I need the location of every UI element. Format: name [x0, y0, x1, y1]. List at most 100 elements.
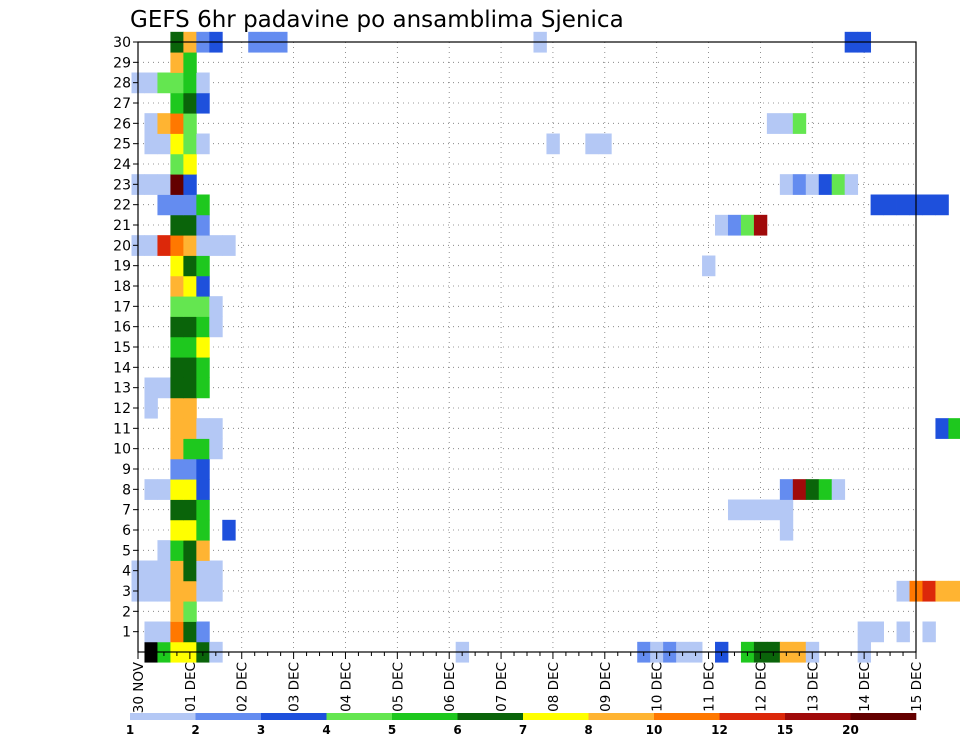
heatmap-cell: [170, 540, 184, 561]
y-tick-label: 3: [122, 584, 131, 600]
colorbar-label: 1: [126, 723, 134, 737]
heatmap-cell: [144, 377, 158, 399]
y-tick-label: 15: [113, 340, 131, 356]
chart-title: GEFS 6hr padavine po ansamblima Sjenica: [130, 7, 624, 33]
heatmap-cell: [170, 458, 184, 480]
x-tick-label: 02 DEC: [235, 662, 251, 712]
colorbar-label: 2: [191, 723, 199, 737]
x-tick-label: 09 DEC: [598, 662, 614, 712]
heatmap-cell: [157, 235, 171, 256]
heatmap-cell: [183, 92, 197, 114]
heatmap-cell: [170, 72, 184, 94]
heatmap-cell: [818, 479, 833, 500]
heatmap-cell: [779, 479, 794, 500]
heatmap-cell: [183, 560, 197, 582]
heatmap-cell: [170, 153, 184, 175]
heatmap-cell: [598, 133, 612, 155]
heatmap-cell: [170, 296, 184, 317]
heatmap-cell: [170, 397, 184, 419]
colorbar-swatch: [130, 713, 196, 720]
y-tick-label: 28: [113, 76, 131, 92]
y-tick-label: 8: [122, 482, 131, 498]
heatmap-cell: [170, 418, 184, 439]
heatmap-cell: [157, 479, 171, 500]
heatmap-cell: [196, 560, 210, 582]
heatmap-cell: [753, 499, 768, 521]
heatmap-cell: [805, 479, 820, 500]
y-tick-label: 6: [122, 523, 131, 539]
heatmap-cell: [183, 296, 197, 317]
y-tick-label: 17: [113, 299, 131, 315]
heatmap-cell: [183, 580, 197, 602]
heatmap-cell: [183, 357, 197, 378]
heatmap-cell: [170, 560, 184, 582]
colorbar-label: 5: [388, 723, 396, 737]
heatmap-cell: [196, 296, 210, 317]
heatmap-cell: [144, 397, 158, 419]
heatmap-cell: [183, 336, 197, 358]
y-tick-label: 13: [113, 381, 131, 397]
x-tick-label: 14 DEC: [857, 662, 873, 712]
heatmap-cell: [935, 194, 949, 216]
heatmap-cell: [727, 214, 742, 236]
heatmap-cell: [183, 153, 197, 175]
heatmap-cell: [144, 621, 158, 643]
heatmap-cell: [196, 336, 210, 358]
heatmap-cell: [144, 580, 158, 602]
y-tick-label: 4: [122, 564, 131, 580]
heatmap-cell: [170, 316, 184, 338]
heatmap-cell: [157, 377, 171, 399]
heatmap-cell: [196, 214, 210, 236]
heatmap-cell: [183, 397, 197, 419]
heatmap-cell: [715, 214, 729, 236]
colorbar-swatch: [785, 713, 851, 720]
heatmap-cell: [170, 214, 184, 236]
colorbar-label: 20: [842, 723, 859, 737]
heatmap-cell: [857, 621, 872, 643]
heatmap-cell: [157, 580, 171, 602]
x-tick-label: 05 DEC: [390, 662, 406, 712]
heatmap-cell: [585, 133, 599, 155]
heatmap-cell: [183, 275, 197, 297]
heatmap-cell: [870, 194, 884, 216]
heatmap-cell: [170, 174, 184, 195]
heatmap-cell: [183, 479, 197, 500]
heatmap-cell: [779, 519, 794, 541]
y-tick-label: 5: [122, 543, 131, 559]
heatmap-cell: [922, 580, 936, 602]
colorbar-label: 7: [519, 723, 527, 737]
colorbar-label: 3: [257, 723, 265, 737]
heatmap-cells: [131, 31, 960, 663]
heatmap-cell: [170, 235, 184, 256]
colorbar-label: 15: [777, 723, 794, 737]
heatmap-cell: [170, 519, 184, 541]
heatmap-cell: [196, 580, 210, 602]
heatmap-cell: [183, 174, 197, 195]
heatmap-cell: [883, 194, 897, 216]
colorbar-swatch: [261, 713, 327, 720]
heatmap-cell: [196, 316, 210, 338]
heatmap-cell: [170, 499, 184, 521]
y-tick-label: 25: [113, 137, 131, 153]
heatmap-cell: [792, 113, 807, 134]
x-tick-label: 06 DEC: [442, 662, 458, 712]
heatmap-cell: [183, 377, 197, 399]
x-tick-label: 13 DEC: [805, 662, 821, 712]
heatmap-cell: [948, 580, 960, 602]
heatmap-cell: [209, 418, 223, 439]
heatmap-cell: [935, 580, 949, 602]
heatmap-cell: [170, 580, 184, 602]
colorbar-swatch: [523, 713, 589, 720]
heatmap-cell: [209, 235, 223, 256]
heatmap-cell: [196, 499, 210, 521]
heatmap-cell: [792, 479, 807, 500]
heatmap-cell: [196, 458, 210, 480]
x-tick-label: 08 DEC: [546, 662, 562, 712]
heatmap-cell: [779, 113, 794, 134]
y-tick-label: 12: [113, 401, 131, 417]
heatmap-cell: [157, 113, 171, 134]
axes: 1234567891011121314151617181920212223242…: [113, 35, 925, 713]
colorbar-swatch: [457, 713, 524, 720]
heatmap-cell: [870, 621, 884, 643]
